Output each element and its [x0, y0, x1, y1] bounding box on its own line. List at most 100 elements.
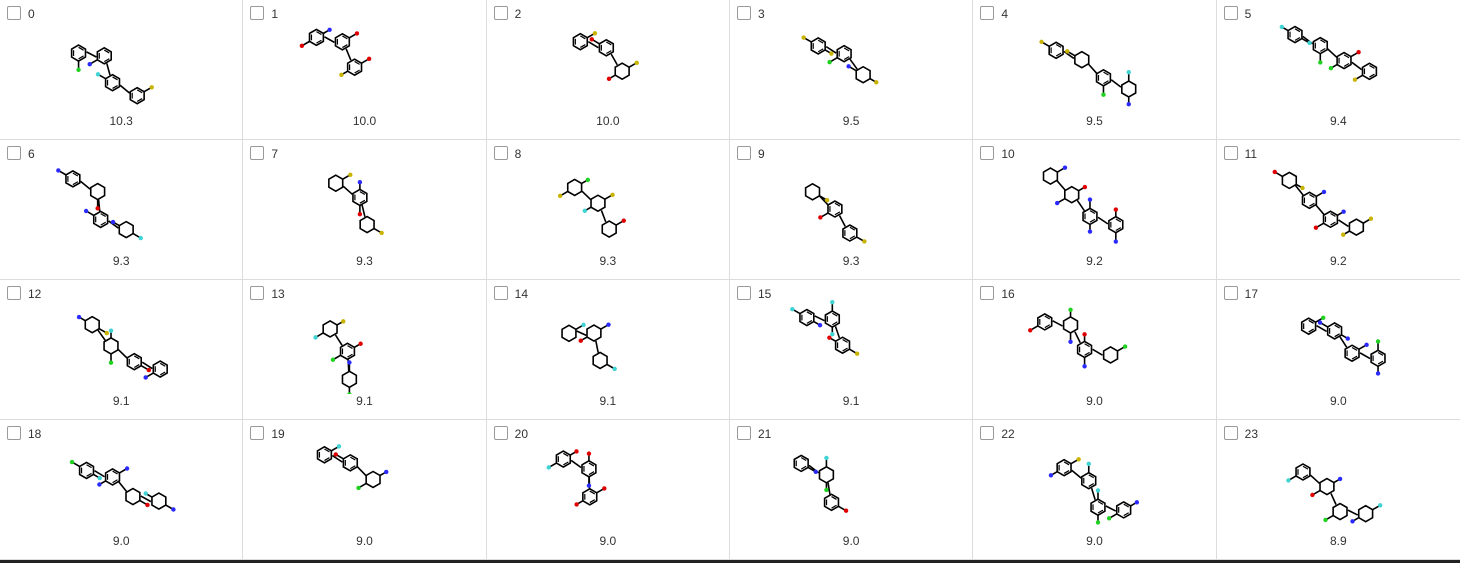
select-checkbox[interactable] — [250, 146, 265, 160]
molecule-cell[interactable]: 12 9.1 — [0, 280, 244, 420]
oxygen-atom — [586, 451, 591, 456]
select-checkbox[interactable] — [736, 426, 751, 440]
double-bond — [579, 35, 586, 40]
select-checkbox[interactable] — [980, 6, 995, 20]
nitrogen-atom — [1345, 336, 1350, 341]
fluorine-atom — [582, 208, 587, 214]
select-checkbox[interactable] — [980, 146, 995, 160]
sulfur-atom — [1368, 216, 1373, 221]
nitrogen-atom — [1088, 197, 1093, 202]
select-checkbox[interactable] — [1223, 286, 1238, 300]
ring — [810, 37, 826, 55]
select-checkbox[interactable] — [250, 426, 265, 440]
double-bond — [831, 312, 838, 317]
fluorine-atom — [1377, 503, 1383, 508]
double-bond — [842, 338, 848, 343]
molecule-cell[interactable]: 17 9.0 — [1216, 280, 1460, 420]
oxygen-atom — [358, 341, 364, 346]
molecule-cell[interactable]: 4 9.5 — [973, 0, 1217, 140]
nitrogen-atom — [1049, 473, 1054, 478]
select-checkbox[interactable] — [980, 426, 995, 440]
double-bond — [605, 41, 612, 46]
sulfur-atom — [801, 35, 806, 40]
double-bond — [1084, 351, 1091, 356]
molecule-cell[interactable]: 16 9.0 — [973, 280, 1217, 420]
select-checkbox[interactable] — [7, 146, 21, 160]
oxygen-atom — [1083, 184, 1088, 190]
fluorine-atom — [830, 332, 835, 337]
fluorine-atom — [1086, 461, 1092, 467]
double-bond — [1333, 333, 1340, 338]
cell-index: 18 — [28, 427, 42, 441]
ring — [151, 492, 167, 511]
select-checkbox[interactable] — [7, 286, 21, 300]
molecule-cell[interactable]: 1 10.0 — [243, 0, 487, 140]
select-checkbox[interactable] — [1223, 146, 1238, 160]
sulfur-atom — [341, 319, 346, 324]
cell-index: 11 — [1244, 147, 1258, 161]
bond — [1076, 199, 1086, 212]
select-checkbox[interactable] — [736, 6, 751, 20]
select-checkbox[interactable] — [980, 286, 995, 300]
sulfur-atom — [609, 192, 615, 198]
oxygen-atom — [606, 76, 611, 82]
molecule-cell[interactable]: 13 9.1 — [243, 280, 487, 420]
molecule-cell[interactable]: 19 9.0 — [243, 420, 487, 560]
molecule-cell[interactable]: 21 9.0 — [729, 420, 974, 560]
fluorine-atom — [790, 306, 795, 312]
molecule-cell[interactable]: 6 9.3 — [0, 140, 244, 280]
molecule-cell[interactable]: 11 9.2 — [1216, 140, 1460, 280]
cell-score: 9.0 — [356, 534, 373, 548]
chlorine-atom — [331, 357, 336, 362]
select-checkbox[interactable] — [493, 426, 508, 440]
ring — [89, 182, 106, 201]
molecule-cell[interactable]: 2 10.0 — [486, 0, 730, 140]
select-checkbox[interactable] — [1223, 6, 1238, 20]
select-checkbox[interactable] — [736, 286, 751, 300]
molecule-cell[interactable]: 22 9.0 — [973, 420, 1217, 560]
double-bond — [1308, 194, 1315, 198]
molecule-structure — [76, 314, 168, 380]
select-checkbox[interactable] — [493, 146, 508, 160]
select-checkbox[interactable] — [250, 6, 265, 20]
molecule-cell[interactable]: 7 9.3 — [243, 140, 487, 280]
nitrogen-atom — [97, 482, 102, 487]
molecule-cell[interactable]: 15 9.1 — [729, 280, 974, 420]
select-checkbox[interactable] — [1223, 426, 1238, 440]
bond — [97, 329, 106, 341]
select-checkbox[interactable] — [250, 286, 265, 300]
oxygen-atom — [146, 367, 152, 373]
double-bond — [1089, 218, 1096, 223]
select-checkbox[interactable] — [736, 146, 751, 160]
cell-index: 15 — [757, 287, 772, 301]
select-checkbox[interactable] — [7, 426, 21, 440]
double-bond — [1307, 319, 1314, 324]
molecule-cell[interactable]: 5 9.4 — [1216, 0, 1460, 140]
double-bond — [324, 448, 331, 453]
bottom-scrollbar[interactable] — [0, 560, 1460, 563]
cell-score: 9.0 — [1086, 534, 1103, 548]
bond — [357, 466, 367, 477]
molecule-cell[interactable]: 8 9.3 — [486, 140, 730, 280]
molecule-cell[interactable]: 10 9.2 — [973, 140, 1217, 280]
cell-index: 16 — [1001, 287, 1015, 301]
select-checkbox[interactable] — [493, 286, 508, 300]
double-bond — [1294, 28, 1300, 33]
molecule-cell[interactable]: 23 8.9 — [1216, 420, 1460, 560]
ring — [834, 336, 851, 355]
double-bond — [86, 472, 92, 477]
molecule-cell[interactable]: 3 9.5 — [729, 0, 974, 140]
molecule-cell[interactable]: 0 10.3 — [0, 0, 244, 140]
molecule-cell[interactable]: 9 9.3 — [729, 140, 974, 280]
select-checkbox[interactable] — [493, 6, 508, 20]
bond — [1111, 79, 1122, 88]
molecule-cell[interactable]: 20 9.0 — [486, 420, 730, 560]
molecule-cell[interactable]: 18 9.0 — [0, 420, 244, 560]
double-bond — [1333, 324, 1340, 329]
bond — [838, 215, 846, 227]
double-bond — [1064, 461, 1070, 466]
ring — [560, 324, 577, 343]
sulfur-atom — [104, 330, 109, 336]
select-checkbox[interactable] — [7, 6, 21, 20]
molecule-cell[interactable]: 14 9.1 — [486, 280, 730, 420]
